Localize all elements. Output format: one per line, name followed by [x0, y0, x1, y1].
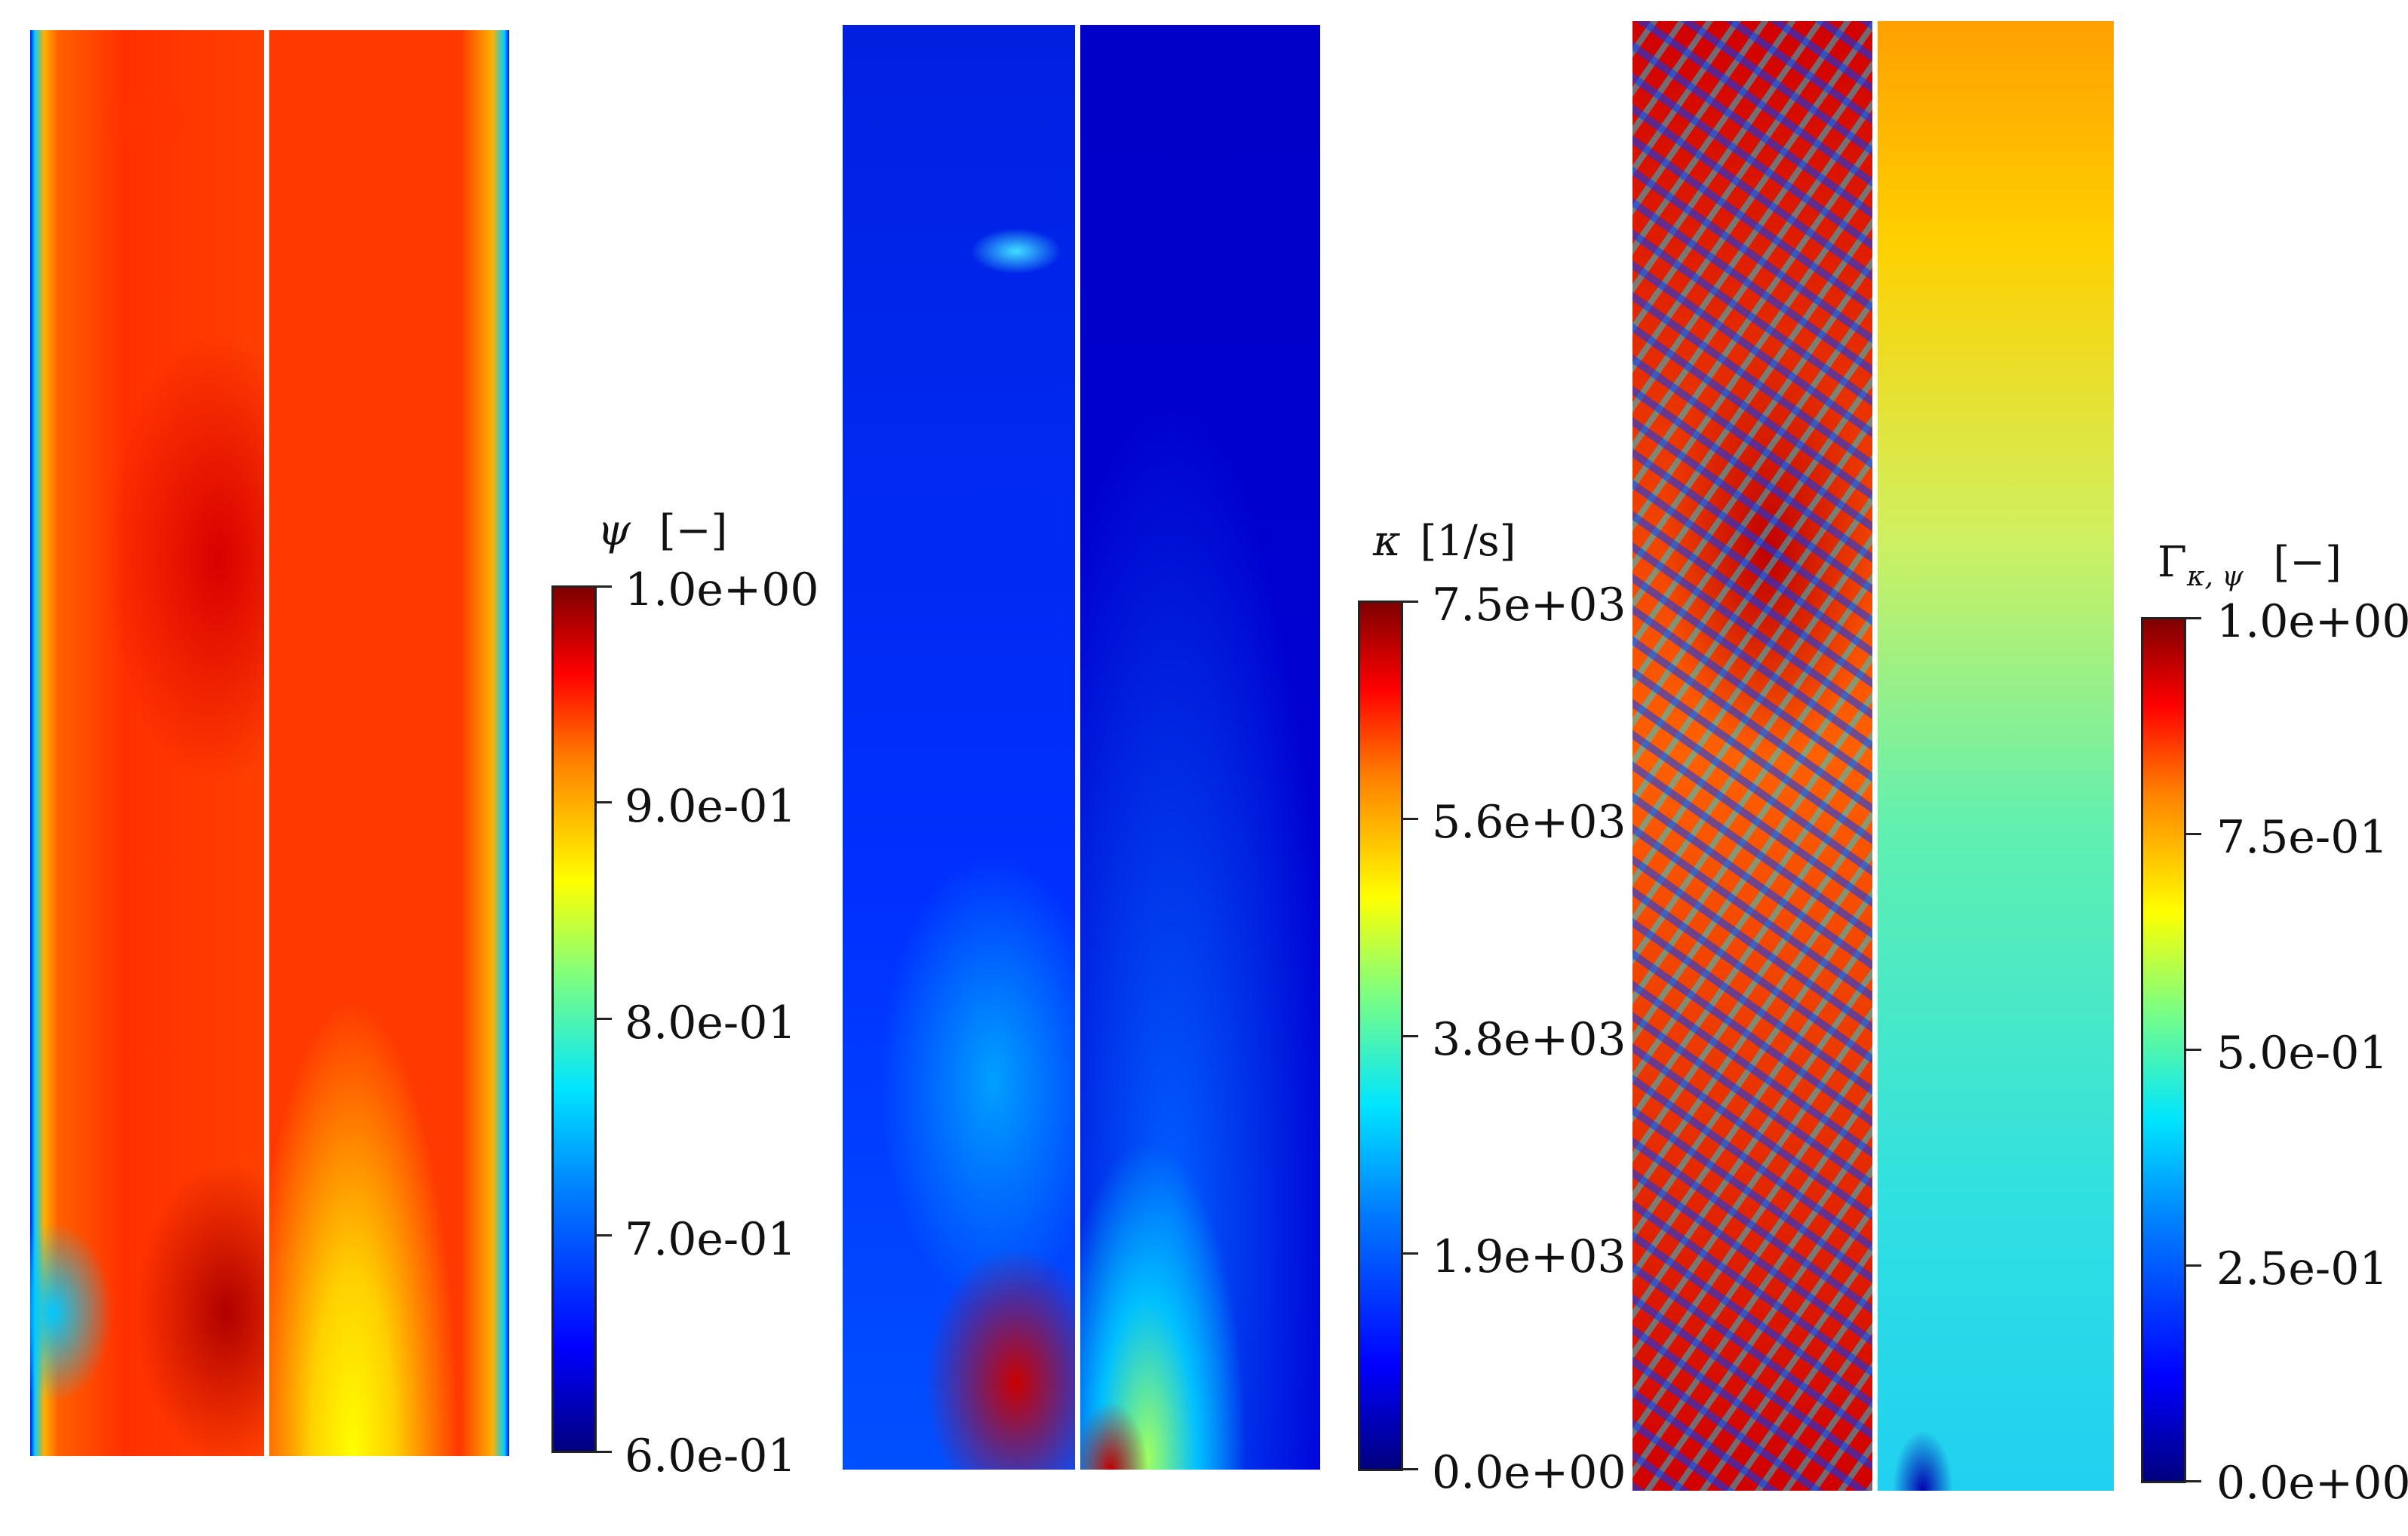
gamma-colorbar-title: Γκ, ψ [−] [2158, 542, 2342, 591]
kappa-colorbar-title: κ [1/s] [1373, 521, 1516, 563]
gamma-unit: [−] [2273, 538, 2342, 587]
gamma-colorbar-gradient [2141, 617, 2186, 1483]
psi-unit: [−] [659, 506, 728, 555]
kappa-tick [1402, 1468, 1418, 1470]
gamma-tick-label: 5.0e-01 [2216, 1027, 2388, 1080]
kappa-tick [1402, 1252, 1418, 1255]
kappa-divider [1075, 25, 1080, 1470]
gamma-subscript: κ, ψ [2186, 561, 2244, 593]
gamma-tick-label: 2.5e-01 [2216, 1243, 2388, 1295]
kappa-tick-label: 0.0e+00 [1432, 1446, 1626, 1499]
gamma-field-panel [1632, 21, 2114, 1491]
psi-field-panel [30, 30, 509, 1456]
psi-tick [595, 585, 612, 588]
gamma-instantaneous-half [1632, 21, 1872, 1491]
gamma-tick [2185, 1264, 2201, 1267]
psi-tick-label: 9.0e-01 [625, 780, 797, 833]
psi-tick-label: 6.0e-01 [625, 1430, 797, 1482]
gamma-tick [2185, 1049, 2201, 1051]
psi-divider [264, 30, 269, 1456]
psi-tick-label: 8.0e-01 [625, 997, 797, 1049]
gamma-tick-label: 0.0e+00 [2216, 1457, 2408, 1510]
gamma-tick-label: 7.5e-01 [2216, 811, 2388, 864]
psi-tick [595, 1018, 612, 1020]
gamma-averaged-half [1878, 21, 2114, 1491]
psi-tick [595, 1234, 612, 1236]
kappa-tick [1402, 601, 1418, 603]
kappa-symbol: κ [1373, 517, 1401, 566]
kappa-tick-label: 1.9e+03 [1432, 1230, 1626, 1283]
kappa-unit: [1/s] [1420, 517, 1516, 566]
psi-tick [595, 801, 612, 803]
psi-symbol: ψ [597, 506, 631, 555]
psi-tick [595, 1451, 612, 1453]
psi-tick-label: 7.0e-01 [625, 1213, 797, 1266]
kappa-tick-label: 3.8e+03 [1432, 1013, 1626, 1066]
psi-colorbar-gradient [551, 585, 597, 1453]
psi-instantaneous-half [30, 30, 264, 1456]
kappa-tick-label: 7.5e+03 [1432, 579, 1626, 631]
kappa-tick [1402, 818, 1418, 820]
kappa-averaged-half [1080, 25, 1320, 1470]
kappa-colorbar-gradient [1358, 601, 1403, 1471]
psi-averaged-half [269, 30, 509, 1456]
kappa-tick-label: 5.6e+03 [1432, 796, 1626, 849]
gamma-divider [1872, 21, 1878, 1491]
gamma-tick [2185, 1480, 2201, 1482]
psi-tick-label: 1.0e+00 [625, 564, 819, 616]
gamma-tick [2185, 617, 2201, 619]
gamma-tick [2185, 833, 2201, 835]
kappa-instantaneous-half [843, 25, 1075, 1470]
gamma-symbol: Γ [2158, 538, 2187, 587]
kappa-tick [1402, 1035, 1418, 1037]
psi-colorbar-title: ψ [−] [597, 510, 727, 552]
gamma-tick-label: 1.0e+00 [2216, 595, 2408, 648]
kappa-field-panel [843, 25, 1320, 1470]
